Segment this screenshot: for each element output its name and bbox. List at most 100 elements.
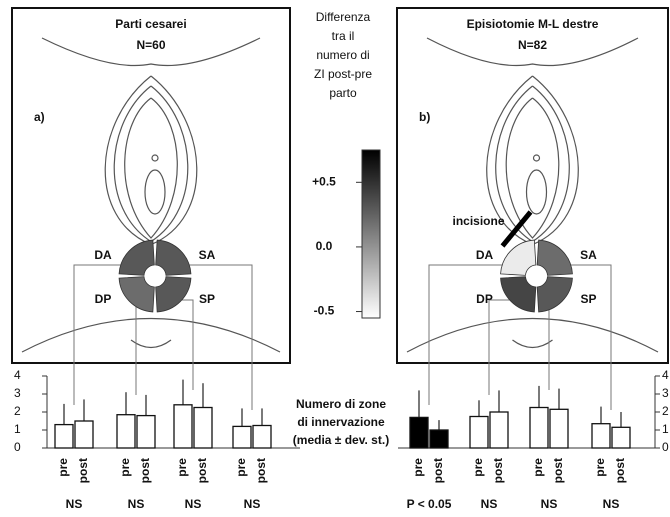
quadrant (537, 277, 572, 312)
quadrant (156, 277, 191, 312)
connector (569, 265, 612, 410)
bar (55, 425, 73, 448)
connector (549, 300, 557, 390)
bar (550, 409, 568, 448)
y-tick-label: 2 (662, 404, 669, 418)
incision (503, 212, 531, 246)
significance: NS (128, 497, 145, 511)
bar-label: pre (593, 458, 607, 477)
panel-n: N=60 (136, 38, 165, 52)
bar-label: pre (175, 458, 189, 477)
colorbar-title: Differenza (316, 10, 371, 24)
y-tick-label: 1 (14, 422, 21, 436)
quadrant-label: SP (580, 292, 596, 306)
colorbar-tick-label: -0.5 (314, 304, 335, 318)
bar-label: post (551, 458, 565, 483)
bar (233, 426, 251, 448)
bar (253, 426, 271, 449)
quadrant (119, 277, 154, 312)
colorbar (362, 150, 380, 318)
anatomy (506, 98, 559, 238)
quadrant-label: DP (95, 292, 112, 306)
bar (592, 424, 610, 448)
quadrant (537, 240, 572, 275)
axis-label: Numero di zone (296, 397, 386, 411)
bar-label: post (254, 458, 268, 483)
significance: NS (603, 497, 620, 511)
anatomy (152, 155, 158, 161)
colorbar-title: numero di (316, 48, 369, 62)
bar (430, 430, 448, 448)
panel-title: Parti cesarei (115, 17, 186, 31)
bar-label: post (138, 458, 152, 483)
anatomy (527, 170, 547, 214)
anatomy (145, 170, 165, 214)
bar (530, 408, 548, 449)
connector (489, 300, 517, 395)
bar (174, 405, 192, 448)
connector (175, 300, 193, 390)
axis-label: (media ± dev. st.) (293, 433, 389, 447)
quadrant-label: DP (476, 292, 493, 306)
quadrant-label: SP (199, 292, 215, 306)
bar (410, 417, 428, 448)
annotation: incisione (452, 214, 504, 228)
anatomy (105, 76, 197, 245)
bar (470, 417, 488, 449)
bar-label: post (431, 458, 445, 483)
anatomy (534, 155, 540, 161)
axis-label: di innervazione (297, 415, 385, 429)
colorbar-title: ZI post-pre (314, 67, 372, 81)
bar-label: pre (411, 458, 425, 477)
y-tick-label: 1 (662, 422, 669, 436)
colorbar-title: parto (329, 86, 357, 100)
bar-label: pre (56, 458, 70, 477)
y-tick-label: 3 (14, 386, 21, 400)
y-tick-label: 0 (14, 440, 21, 454)
quadrant-label: SA (580, 248, 597, 262)
significance: NS (541, 497, 558, 511)
significance: NS (244, 497, 261, 511)
y-tick-label: 4 (662, 368, 669, 382)
figure: Differenza tra il numero di ZI post-pre part… (0, 0, 670, 517)
bar-label: post (491, 458, 505, 483)
colorbar-title: tra il (332, 29, 355, 43)
page: {"legend": {"title_lines": ["Differenza"… (0, 0, 670, 517)
y-tick-label: 2 (14, 404, 21, 418)
significance: NS (66, 497, 83, 511)
connector (187, 265, 252, 410)
significance: P < 0.05 (407, 497, 452, 511)
bar-label: pre (234, 458, 248, 477)
panel-title: Episiotomie M-L destre (467, 17, 599, 31)
bar-label: post (195, 458, 209, 483)
panel-label: a) (34, 110, 45, 124)
anatomy (125, 98, 178, 238)
quadrant (156, 240, 191, 275)
connector (429, 265, 505, 405)
quadrant-label: SA (199, 248, 216, 262)
bar-label: post (613, 458, 627, 483)
connector (135, 300, 136, 395)
significance: NS (481, 497, 498, 511)
quadrant (119, 240, 154, 275)
colorbar-tick-label: 0.0 (316, 239, 333, 253)
quadrant-label: DA (476, 248, 494, 262)
y-tick-label: 4 (14, 368, 21, 382)
quadrant (501, 277, 536, 312)
y-tick-label: 3 (662, 386, 669, 400)
panel-label: b) (419, 110, 430, 124)
y-tick-label: 0 (662, 440, 669, 454)
bar-label: pre (531, 458, 545, 477)
bar (75, 421, 93, 448)
bar (612, 427, 630, 448)
bar-label: pre (471, 458, 485, 477)
bar (137, 416, 155, 448)
bar-label: pre (118, 458, 132, 477)
bar (490, 412, 508, 448)
colorbar-tick-label: +0.5 (312, 174, 336, 188)
bar-label: post (76, 458, 90, 483)
bar (194, 408, 212, 449)
significance: NS (185, 497, 202, 511)
